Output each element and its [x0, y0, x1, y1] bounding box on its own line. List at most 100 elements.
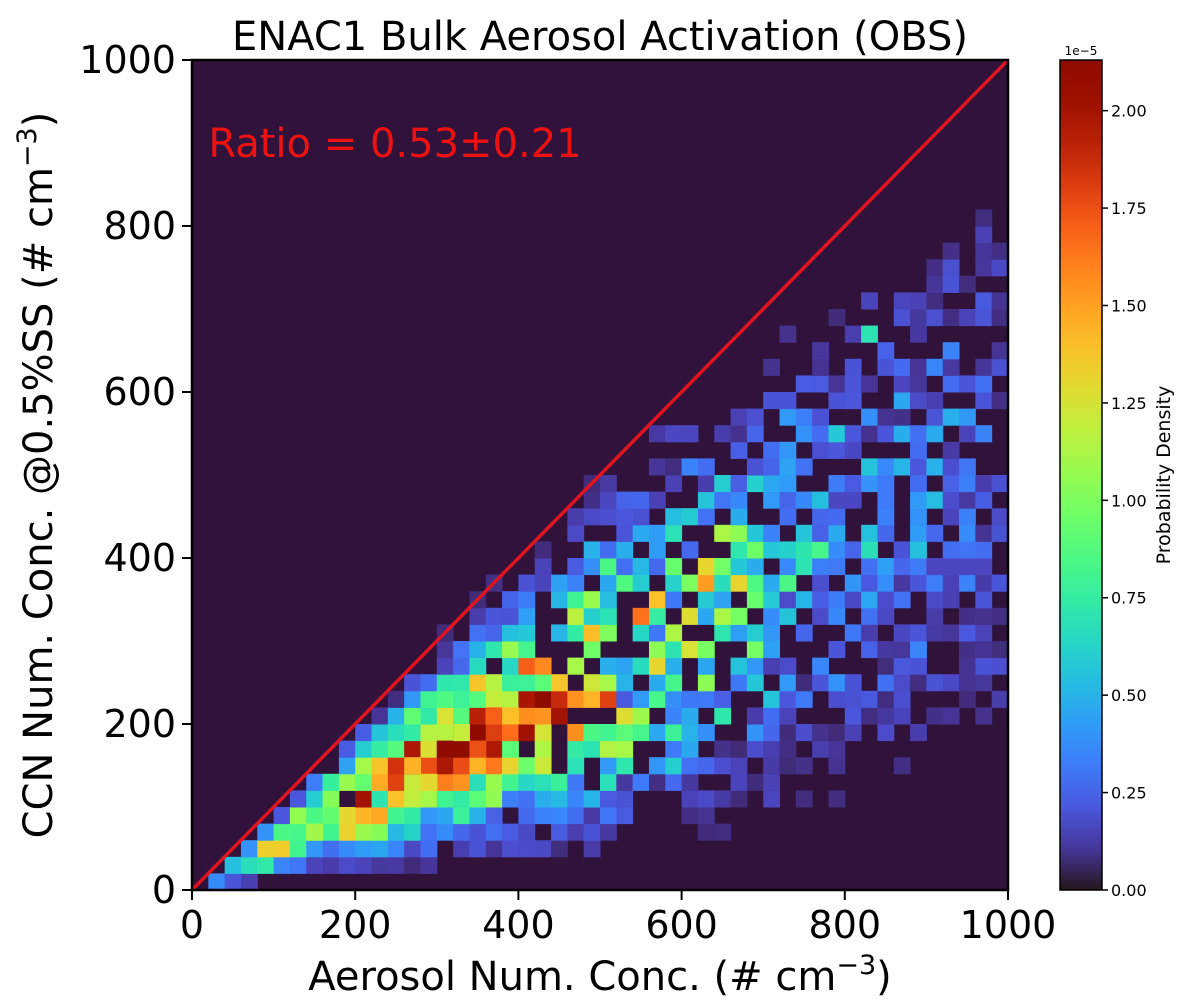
heatmap-cell — [763, 757, 781, 775]
heatmap-cell — [600, 591, 617, 609]
heatmap-cell — [714, 574, 732, 592]
heatmap-cell — [453, 790, 470, 808]
heatmap-cell — [616, 674, 634, 692]
heatmap-cell — [697, 807, 715, 825]
heatmap-cell — [502, 657, 519, 675]
heatmap-cell — [371, 773, 389, 791]
heatmap-cell — [730, 408, 748, 426]
heatmap-cell — [959, 309, 976, 327]
colorbar-tick-label: 0.75 — [1111, 589, 1147, 608]
heatmap-cell — [518, 574, 536, 592]
heatmap-cell — [763, 790, 781, 808]
heatmap-cell — [730, 740, 748, 758]
heatmap-cell — [828, 508, 846, 526]
heatmap-cell — [322, 823, 340, 841]
heatmap-cell — [502, 724, 519, 742]
heatmap-cell — [583, 641, 601, 659]
heatmap-cell — [502, 790, 519, 808]
heatmap-cell — [681, 541, 699, 559]
heatmap-cell — [746, 707, 764, 725]
heatmap-cell — [861, 690, 878, 708]
heatmap-cell — [942, 508, 960, 526]
heatmap-cell — [893, 707, 911, 725]
heatmap-cell — [877, 591, 895, 609]
heatmap-cell — [844, 591, 862, 609]
heatmap-cell — [338, 757, 356, 775]
heatmap-cell — [861, 475, 878, 493]
heatmap-cell — [975, 242, 993, 260]
heatmap-cell — [926, 707, 944, 725]
heatmap-cell — [485, 807, 503, 825]
heatmap-cell — [828, 790, 846, 808]
heatmap-cell — [844, 690, 862, 708]
heatmap-cell — [616, 491, 634, 509]
heatmap-cell — [404, 840, 421, 858]
heatmap-cell — [257, 823, 275, 841]
heatmap-cell — [861, 541, 878, 559]
colorbar — [1059, 59, 1103, 891]
heatmap-cell — [795, 541, 813, 559]
heatmap-cell — [289, 823, 307, 841]
heatmap-cell — [632, 491, 650, 509]
heatmap-cell — [485, 840, 503, 858]
heatmap-cell — [306, 773, 324, 791]
heatmap-cell — [795, 757, 813, 775]
heatmap-hotspot-cell — [469, 740, 487, 758]
heatmap-cell — [910, 458, 927, 476]
heatmap-cell — [697, 724, 715, 742]
heatmap-cell — [828, 524, 846, 542]
heatmap-cell — [355, 840, 373, 858]
heatmap-cell — [534, 674, 552, 692]
heatmap-cell — [648, 558, 666, 576]
heatmap-cell — [975, 425, 993, 443]
heatmap-cell — [681, 641, 699, 659]
heatmap-cell — [746, 624, 764, 642]
heatmap-cell — [600, 724, 617, 742]
heatmap-cell — [453, 807, 470, 825]
x-tick-label: 800 — [809, 903, 882, 947]
heatmap-cell — [910, 375, 927, 393]
heatmap-cell — [600, 823, 617, 841]
heatmap-cell — [959, 624, 976, 642]
heatmap-cell — [338, 823, 356, 841]
heatmap-cell — [828, 607, 846, 625]
heatmap-cell — [567, 524, 585, 542]
heatmap-cell — [893, 657, 911, 675]
heatmap-cell — [240, 873, 258, 890]
y-tick-label: 0 — [152, 868, 176, 912]
heatmap-cell — [648, 690, 666, 708]
heatmap-cell — [942, 259, 960, 277]
heatmap-cell — [926, 292, 944, 310]
x-axis-ticks: 0 200 400 600 800 1000 — [180, 890, 1056, 947]
heatmap-cell — [861, 292, 878, 310]
heatmap-cell — [763, 624, 781, 642]
heatmap-cell — [289, 790, 307, 808]
heatmap-cell — [518, 823, 536, 841]
heatmap-cell — [779, 408, 797, 426]
heatmap-cell — [567, 790, 585, 808]
heatmap-cell — [861, 375, 878, 393]
heatmap-cell — [534, 773, 552, 791]
heatmap-cell — [681, 458, 699, 476]
heatmap-cell — [697, 591, 715, 609]
heatmap-cell — [975, 558, 993, 576]
heatmap-cell — [877, 508, 895, 526]
heatmap-cell — [567, 657, 585, 675]
heatmap-cell — [763, 524, 781, 542]
heatmap-cell — [795, 375, 813, 393]
heatmap-cell — [469, 773, 487, 791]
heatmap-cell — [502, 740, 519, 758]
heatmap-cell — [632, 524, 650, 542]
heatmap-cell — [926, 458, 944, 476]
heatmap-cell — [779, 558, 797, 576]
heatmap-hotspot-cell — [436, 740, 454, 758]
heatmap-cell — [779, 392, 797, 410]
plot-frame — [190, 58, 1010, 892]
heatmap-cell — [795, 524, 813, 542]
heatmap-cell — [534, 574, 552, 592]
heatmap-cell — [436, 657, 454, 675]
heatmap-cell — [779, 740, 797, 758]
heatmap-cell — [812, 574, 829, 592]
heatmap-cell — [387, 840, 405, 858]
heatmap-cell — [714, 707, 732, 725]
